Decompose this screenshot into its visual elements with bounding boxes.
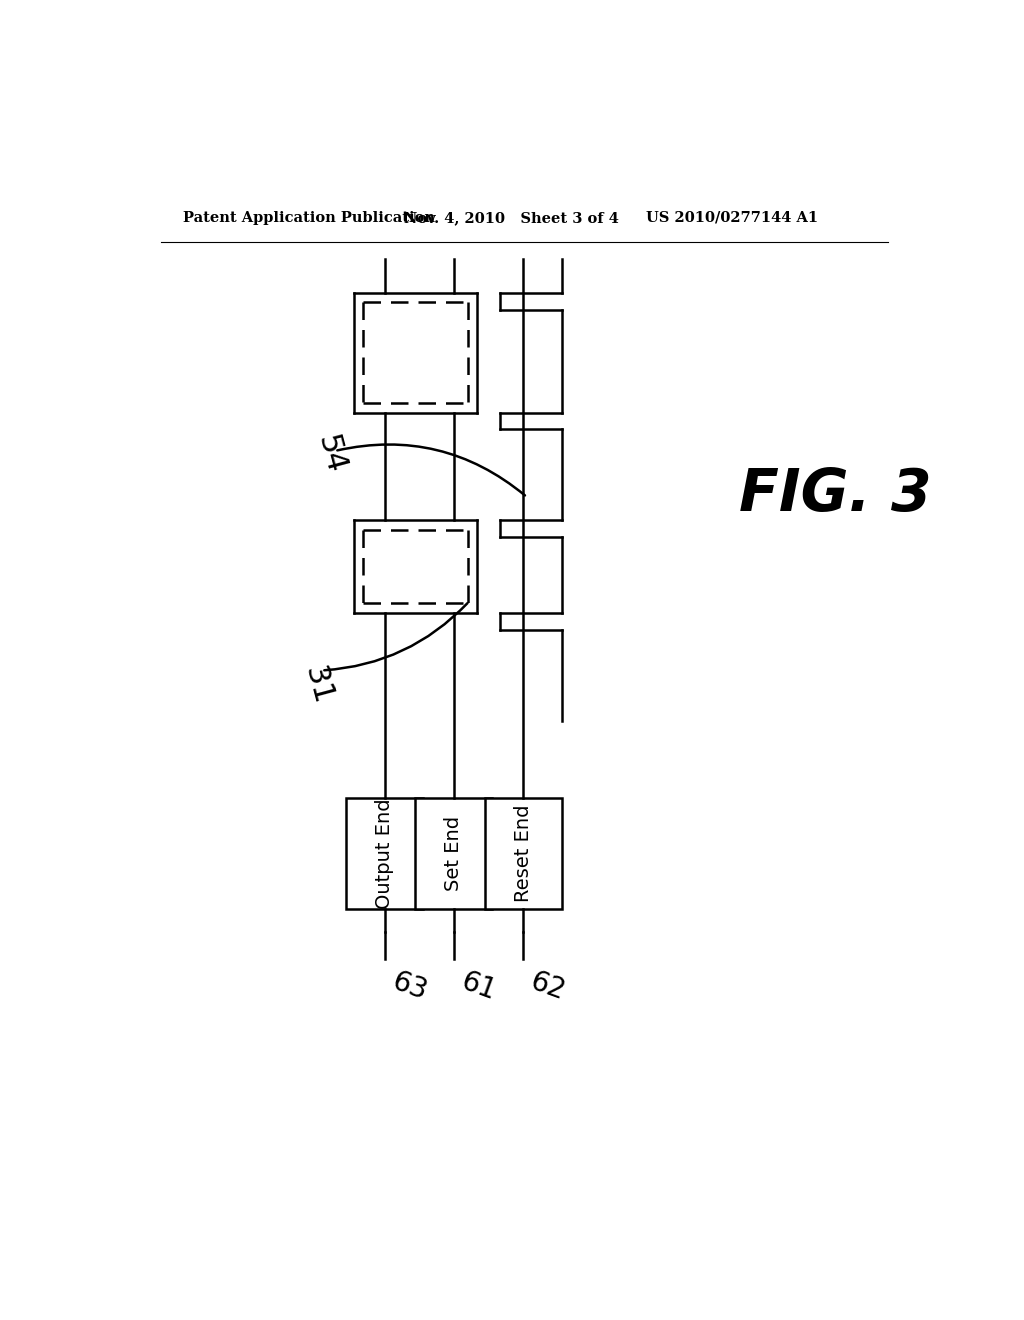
Bar [346,797,423,909]
Text: 63: 63 [388,966,430,1006]
Text: Set End: Set End [444,816,464,891]
Text: 62: 62 [526,966,569,1006]
Text: Reset End: Reset End [514,805,532,902]
Bar [484,797,562,909]
Text: 31: 31 [298,663,337,708]
Text: 61: 61 [457,966,500,1006]
Text: Patent Application Publication: Patent Application Publication [183,211,435,224]
Text: US 2010/0277144 A1: US 2010/0277144 A1 [646,211,818,224]
Text: 54: 54 [311,432,349,477]
Text: Output End: Output End [375,799,394,908]
Text: FIG. 3: FIG. 3 [739,466,932,524]
Text: Nov. 4, 2010   Sheet 3 of 4: Nov. 4, 2010 Sheet 3 of 4 [403,211,618,224]
Bar [416,797,493,909]
